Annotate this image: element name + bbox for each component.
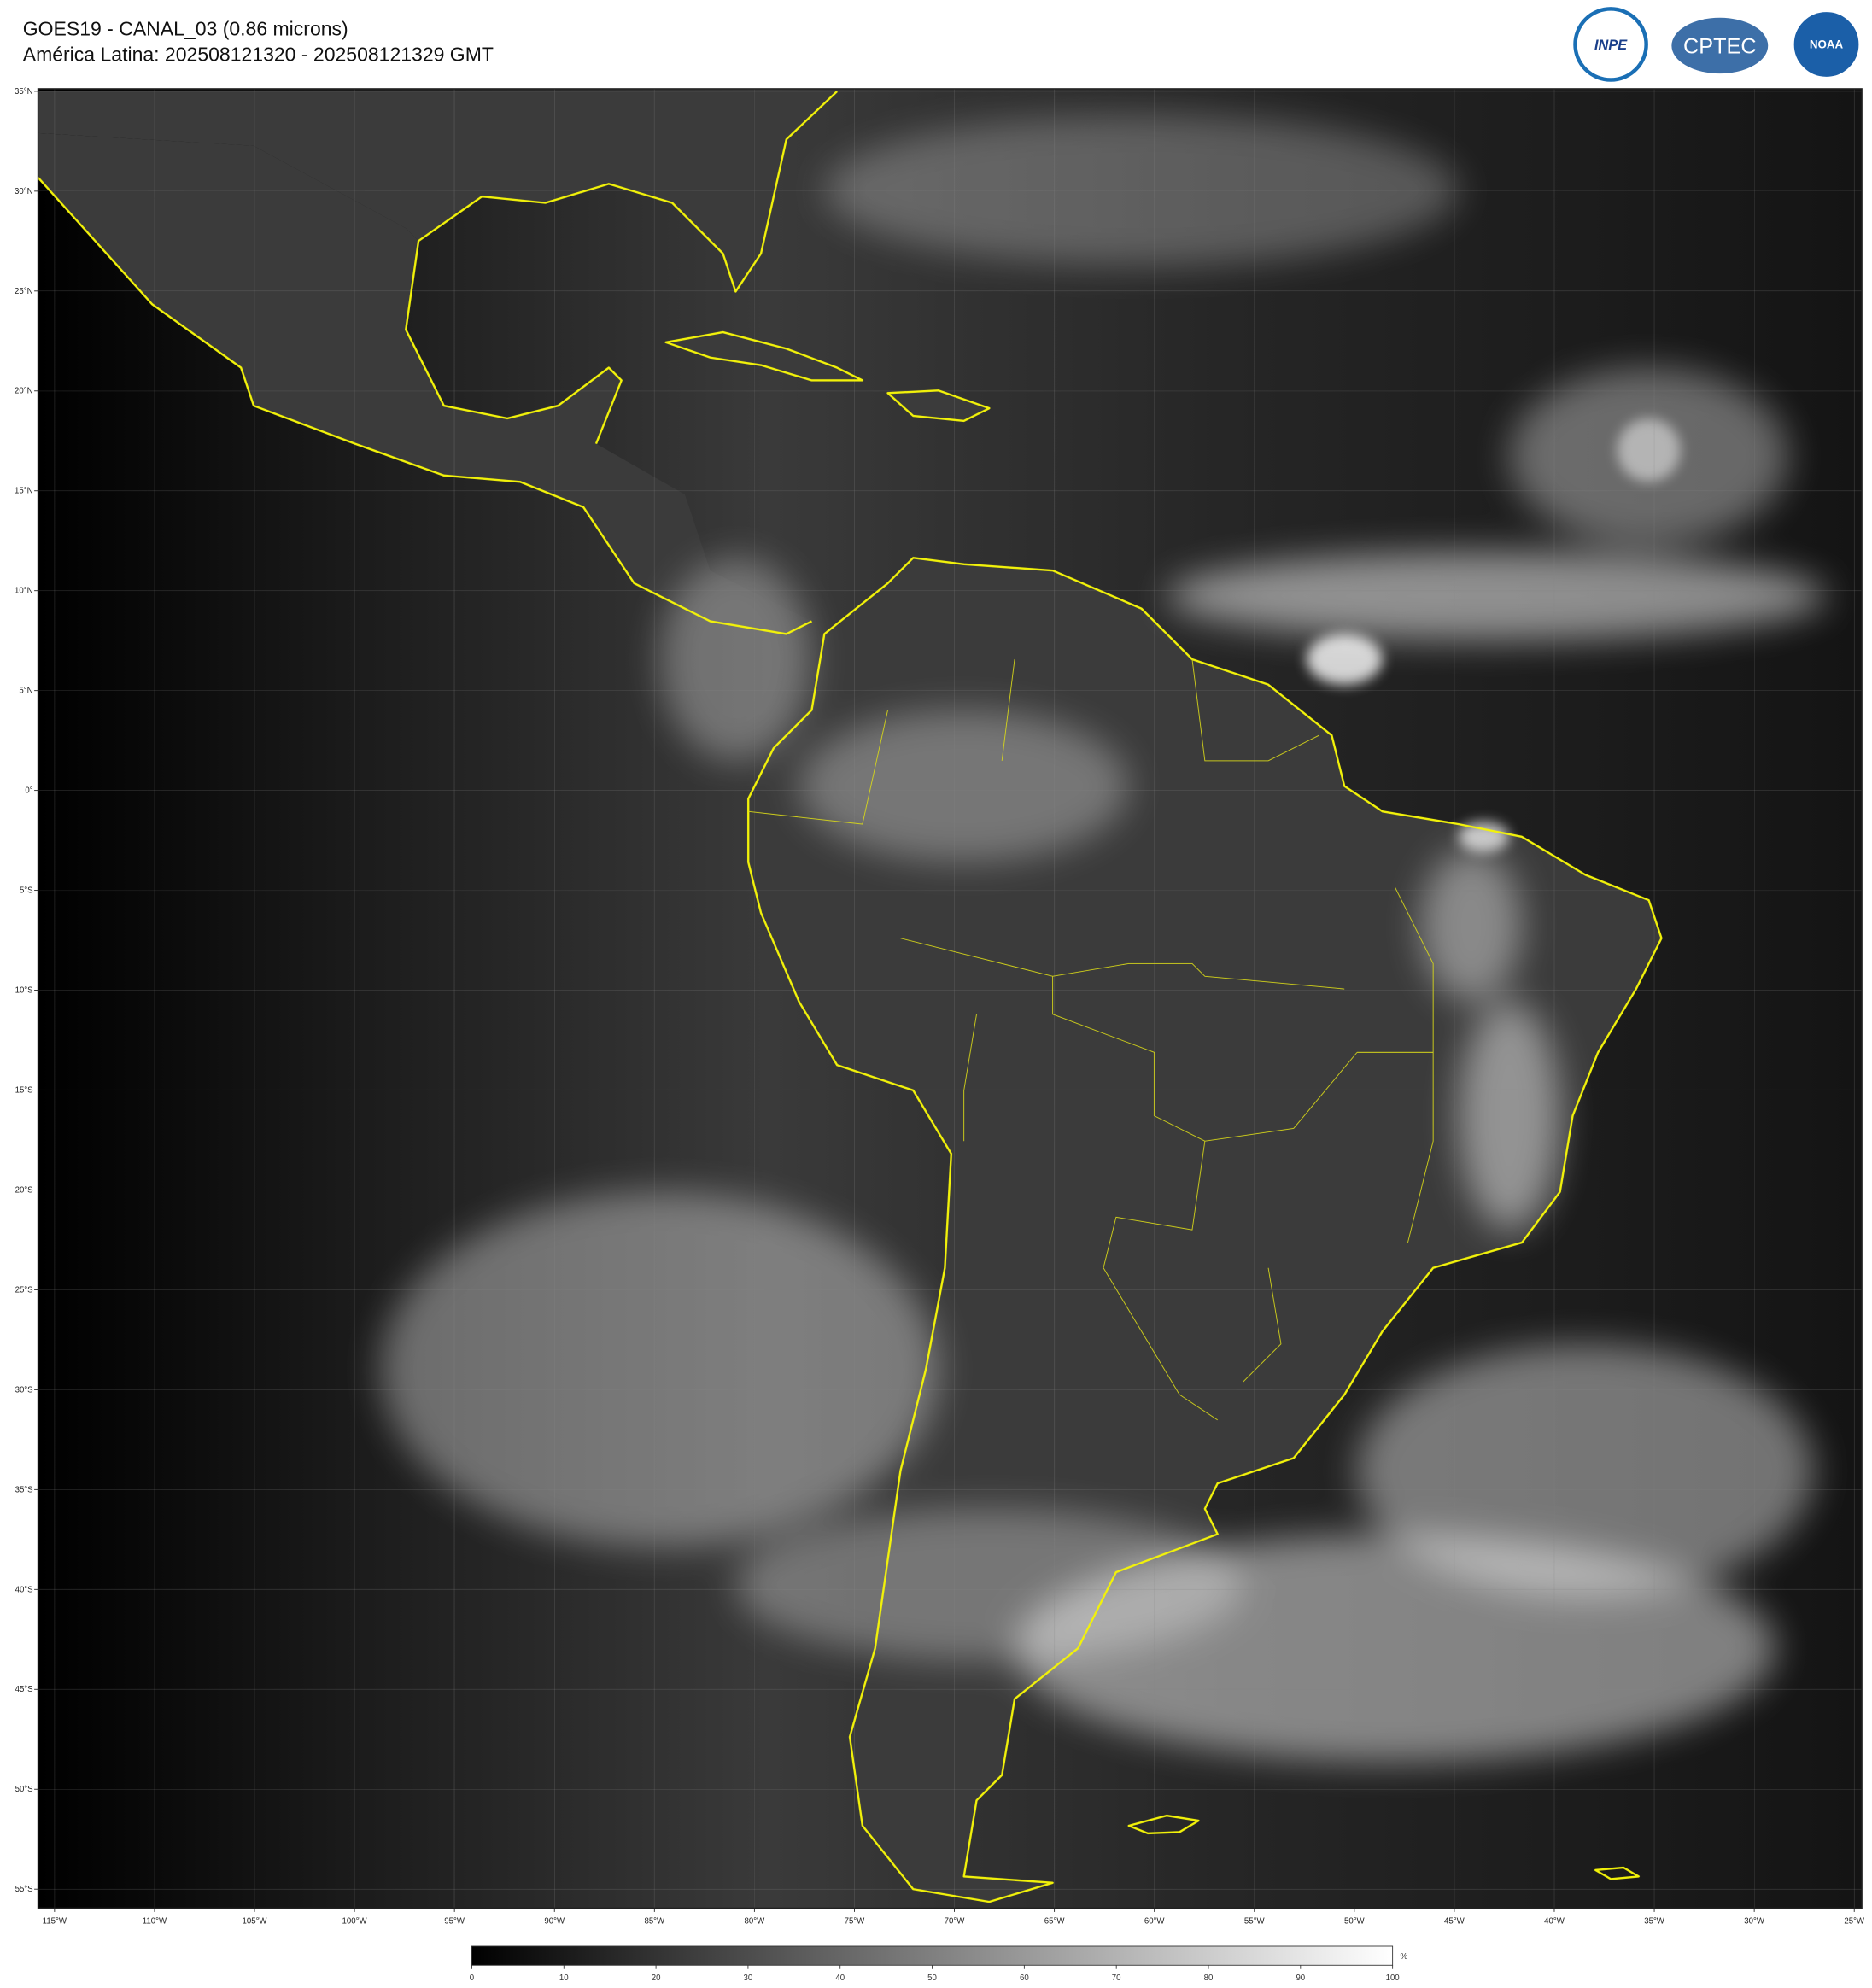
lon-label: 30°W <box>1744 1916 1765 1926</box>
colorbar-tick-label: 60 <box>1020 1973 1029 1983</box>
logo-text: CPTEC <box>1683 34 1757 58</box>
lat-label: 20°S <box>15 1185 33 1195</box>
lon-label: 40°W <box>1544 1916 1565 1926</box>
colorbar-tick-label: 10 <box>559 1973 569 1983</box>
lon-label: 50°W <box>1344 1916 1366 1926</box>
lon-label: 70°W <box>945 1916 966 1926</box>
coastline <box>747 557 1663 1903</box>
colorbar-unit: % <box>1401 1952 1408 1962</box>
lon-label: 100°W <box>342 1916 368 1926</box>
lon-label: 35°W <box>1644 1916 1665 1926</box>
lon-label: 85°W <box>644 1916 665 1926</box>
clouds <box>380 114 1827 1763</box>
lon-label: 55°W <box>1244 1916 1266 1926</box>
logo-inpe <box>1573 7 1648 82</box>
lat-label: 35°S <box>15 1485 33 1494</box>
colorbar-tick-label: 80 <box>1204 1973 1214 1983</box>
lat-label: 10°N <box>15 587 33 596</box>
map-axes: 35°N 30°N 25°N 20°N 15°N 10°N 5°N 0° 5°S 10°S 15°S… <box>15 87 1865 1926</box>
lon-label: 25°W <box>1844 1916 1865 1926</box>
colorbar-tick-label: 30 <box>744 1973 753 1983</box>
coastline <box>1127 1814 1640 1880</box>
satellite-image <box>38 88 1863 1909</box>
map-frame <box>37 88 1863 1909</box>
lat-label: 50°S <box>15 1785 33 1794</box>
lat-label: 55°S <box>15 1885 33 1894</box>
colorbar-tick-label: 50 <box>927 1973 937 1983</box>
lat-label: 20°N <box>15 387 33 396</box>
lat-label: 0° <box>25 786 32 796</box>
lat-label: 30°N <box>15 187 33 196</box>
colorbar <box>471 1945 1394 1966</box>
logo-cptec <box>1671 17 1769 74</box>
lat-label: 45°S <box>15 1685 33 1694</box>
lon-label: 115°W <box>43 1916 67 1926</box>
lat-label: 25°N <box>15 287 33 296</box>
coastline <box>664 330 991 423</box>
colorbar-tick-label: 20 <box>652 1973 661 1983</box>
title: GOES19 - CANAL_03 (0.86 microns) <box>23 18 348 40</box>
lon-label: 60°W <box>1144 1916 1166 1926</box>
logo-text: INPE <box>1594 38 1628 53</box>
lat-label: 10°S <box>15 986 33 996</box>
cuba <box>665 331 863 381</box>
lon-label: 110°W <box>143 1916 167 1926</box>
lon-label: 105°W <box>242 1916 267 1926</box>
lat-label: 35°N <box>15 87 33 96</box>
lat-label: 15°S <box>15 1085 33 1095</box>
lon-label: 65°W <box>1044 1916 1066 1926</box>
lat-label: 5°S <box>20 886 33 896</box>
colorbar-tick-label: 100 <box>1386 1973 1400 1983</box>
colorbar-tick-label: 0 <box>470 1973 474 1983</box>
lon-label: 95°W <box>444 1916 465 1926</box>
lat-label: 30°S <box>15 1385 33 1395</box>
coastline <box>38 91 838 635</box>
coastlines <box>38 91 1663 1903</box>
hispaniola <box>887 390 990 421</box>
lat-label: 5°N <box>19 687 32 696</box>
colorbar-ticks: 0 10 20 30 40 50 60 70 80 90 100 <box>470 1965 1400 1983</box>
logo-noaa <box>1790 8 1863 81</box>
lon-label: 75°W <box>845 1916 866 1926</box>
lat-label: 25°S <box>15 1285 33 1295</box>
colorbar-tick-label: 90 <box>1296 1973 1305 1983</box>
north-america <box>38 91 838 292</box>
lon-label: 45°W <box>1444 1916 1465 1926</box>
borders <box>748 658 1434 1421</box>
bright-clouds <box>1306 418 1681 852</box>
logo-text: NOAA <box>1810 38 1844 50</box>
lon-label: 90°W <box>544 1916 565 1926</box>
border <box>748 658 1434 1421</box>
lat-label: 15°N <box>15 487 33 496</box>
colorbar-tick-label: 40 <box>835 1973 845 1983</box>
logos: INPE CPTEC NOAA <box>1573 7 1863 82</box>
lat-label: 40°S <box>15 1585 33 1594</box>
colorbar-tick-label: 70 <box>1112 1973 1121 1983</box>
central-america <box>38 132 812 634</box>
graticule <box>38 88 1863 1909</box>
lon-label: 80°W <box>745 1916 766 1926</box>
subtitle: América Latina: 202508121320 - 202508121… <box>23 43 494 65</box>
